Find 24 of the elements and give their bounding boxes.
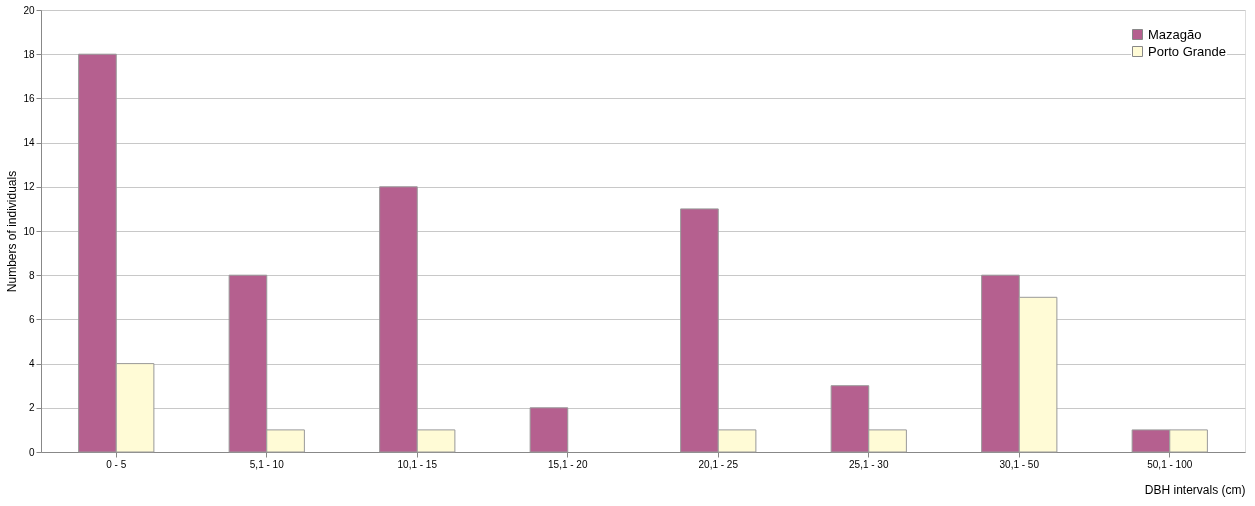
legend-label: Mazagão — [1148, 26, 1202, 42]
x-tick-label: 15,1 - 20 — [548, 458, 588, 470]
y-tick-label: 18 — [23, 48, 35, 60]
x-tick-label: 30,1 - 50 — [999, 458, 1040, 470]
y-axis-title: Numbers of individuals — [5, 170, 20, 293]
y-tick-label: 14 — [23, 137, 35, 149]
x-tick-label: 0 - 5 — [106, 458, 127, 470]
y-tick-label: 12 — [23, 181, 35, 193]
y-tick-label: 2 — [28, 402, 35, 414]
y-tick-label: 20 — [23, 4, 35, 16]
y-tick-label: 0 — [28, 446, 35, 458]
y-tick-label: 4 — [28, 358, 35, 370]
x-axis-title: DBH intervals (cm) — [1144, 482, 1246, 497]
y-tick-label: 8 — [28, 269, 35, 281]
x-tick-label: 5,1 - 10 — [249, 458, 285, 470]
x-tick-label: 50,1 - 100 — [1147, 458, 1193, 470]
x-tick-label: 20,1 - 25 — [698, 458, 739, 470]
y-tick-label: 6 — [28, 313, 35, 325]
y-tick-label: 10 — [23, 225, 35, 237]
legend-label: Porto Grande — [1148, 43, 1227, 59]
y-tick-label: 16 — [23, 92, 35, 104]
x-tick-label: 10,1 - 15 — [397, 458, 438, 470]
x-tick-label: 25,1 - 30 — [849, 458, 889, 470]
bar — [529, 407, 569, 453]
